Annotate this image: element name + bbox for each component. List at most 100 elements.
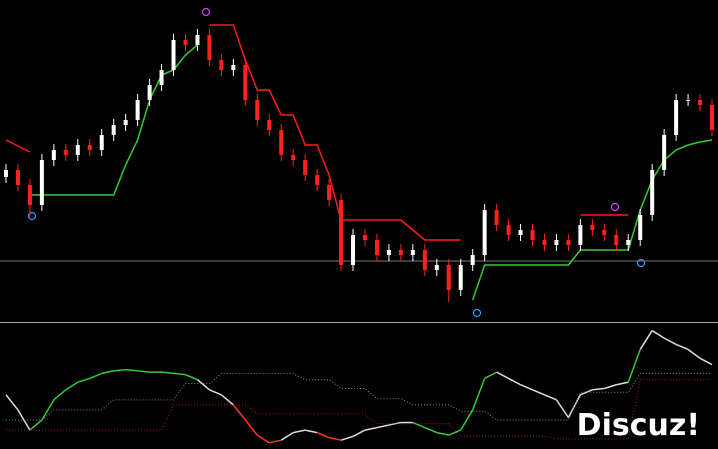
indicator-segment xyxy=(41,399,55,421)
candle-body xyxy=(39,160,44,205)
indicator-segment xyxy=(592,387,605,391)
indicator-segment xyxy=(663,337,677,346)
candle-body xyxy=(710,105,715,130)
indicator-segment xyxy=(567,394,582,418)
candle-body xyxy=(458,265,463,290)
candle-body xyxy=(662,135,667,170)
indicator-segment xyxy=(532,389,545,396)
indicator-segment xyxy=(137,370,150,373)
indicator-segment xyxy=(520,384,533,391)
indicator-segment xyxy=(448,429,462,436)
candle-body xyxy=(614,235,619,245)
candle-body xyxy=(315,175,320,185)
candle-body xyxy=(518,230,523,235)
indicator-segment xyxy=(651,329,665,339)
candle-body xyxy=(374,240,379,255)
candle-body xyxy=(279,130,284,155)
buy-signal xyxy=(636,258,646,268)
candle-body xyxy=(351,235,356,265)
candle-body xyxy=(99,135,104,150)
indicator-segment xyxy=(699,357,713,366)
candle-body xyxy=(566,240,571,245)
candle-body xyxy=(147,85,152,100)
indicator-segment xyxy=(508,377,521,386)
stop-line xyxy=(5,24,629,241)
candle-body xyxy=(506,225,511,235)
indicator-segment xyxy=(639,330,653,350)
indicator-segment xyxy=(412,421,426,429)
candle-body xyxy=(386,250,391,255)
candle-body xyxy=(27,185,32,205)
indicator-segment xyxy=(293,429,306,434)
indicator-line xyxy=(5,379,713,440)
candle-body xyxy=(267,120,272,130)
candle-body xyxy=(410,250,415,255)
indicator-segment xyxy=(604,384,617,390)
sell-signal xyxy=(201,7,211,17)
candle-body xyxy=(422,250,427,270)
candle-body xyxy=(494,210,499,225)
indicator-segment xyxy=(436,431,449,436)
indicator-segment xyxy=(280,431,294,441)
indicator-segment xyxy=(340,435,354,441)
indicator-segment xyxy=(316,431,330,439)
stop-line xyxy=(29,44,713,301)
indicator-segment xyxy=(65,381,79,391)
candle-body xyxy=(674,100,679,135)
candle-body xyxy=(446,265,451,290)
candle-body xyxy=(75,145,80,155)
candle-body xyxy=(638,215,643,240)
candle-body xyxy=(327,185,332,200)
indicator-segment xyxy=(209,389,222,396)
indicator-segment xyxy=(471,378,486,411)
indicator-segment xyxy=(17,409,31,431)
candle-body xyxy=(578,225,583,245)
indicator-segment xyxy=(364,426,378,431)
indicator-segment xyxy=(29,419,43,431)
candle-body xyxy=(530,230,535,240)
candle-body xyxy=(650,170,655,215)
indicator-segment xyxy=(125,368,138,372)
candle-body xyxy=(470,255,475,265)
indicator-segment xyxy=(113,368,126,372)
candle-body xyxy=(398,250,403,255)
candle-body xyxy=(291,155,296,160)
candle-body xyxy=(542,240,547,245)
candle-body xyxy=(51,150,56,160)
indicator-segment xyxy=(687,348,701,359)
indicator-segment xyxy=(328,436,342,441)
candle-body xyxy=(231,65,236,70)
candle-body xyxy=(482,210,487,255)
indicator-segment xyxy=(496,371,509,380)
indicator-segment xyxy=(352,429,366,438)
indicator-segment xyxy=(580,389,593,396)
candle-body xyxy=(602,230,607,235)
candle-body xyxy=(219,60,224,70)
indicator-segment xyxy=(244,419,258,436)
candle-body xyxy=(698,100,703,105)
candle-body xyxy=(255,100,260,120)
indicator-segment xyxy=(53,389,67,401)
candle-body xyxy=(626,240,631,245)
candle-body xyxy=(362,235,367,240)
sell-signal xyxy=(610,202,620,212)
indicator-segment xyxy=(5,394,19,411)
signal-markers xyxy=(27,7,646,318)
indicator-segment xyxy=(424,426,438,434)
indicator-segment xyxy=(555,399,570,418)
buy-signal xyxy=(27,211,37,221)
candle-body xyxy=(63,150,68,155)
indicator-segment xyxy=(376,424,390,429)
candle-body xyxy=(339,200,344,265)
indicator-segment xyxy=(616,381,629,386)
indicator-segment xyxy=(269,439,282,444)
indicator-segment xyxy=(232,404,246,421)
indicator-segment xyxy=(89,372,103,380)
indicator-segment xyxy=(173,372,186,376)
indicator-segment xyxy=(161,371,174,375)
candle-body xyxy=(183,40,188,45)
candle-body xyxy=(3,170,8,177)
indicator-segment xyxy=(77,377,90,383)
